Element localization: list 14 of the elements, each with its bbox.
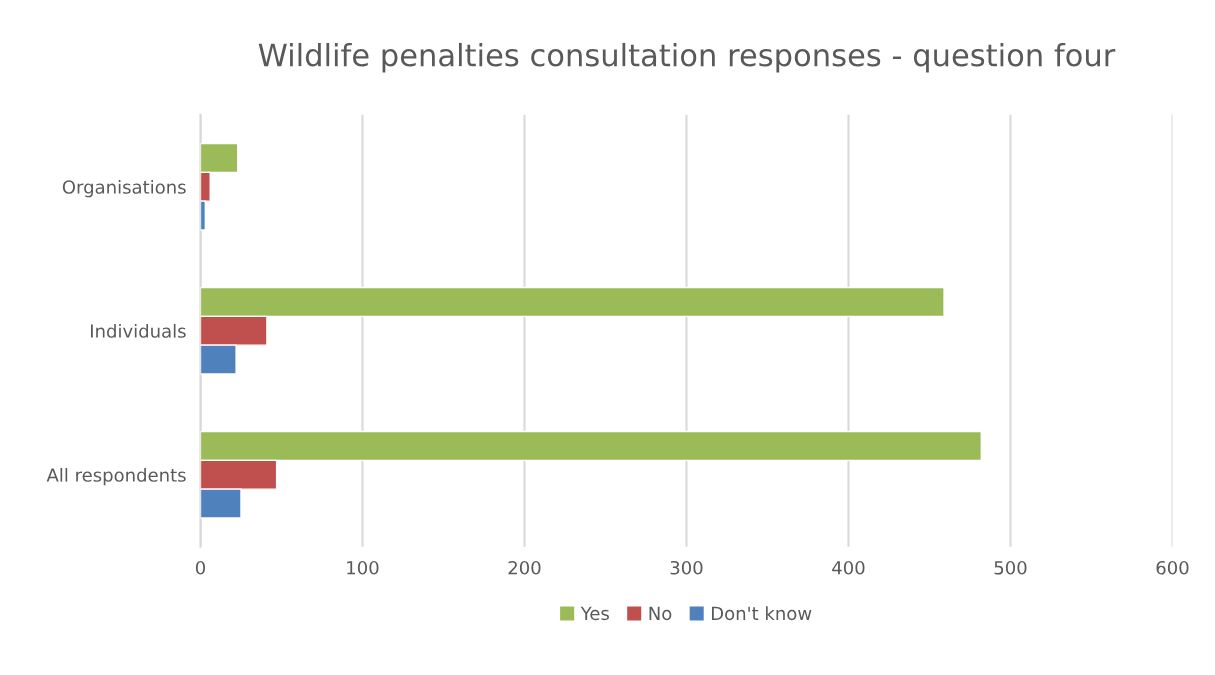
x-tick-label: 500 [994, 560, 1027, 575]
y-tick-label: Individuals [91, 323, 186, 338]
legend-label: No [649, 606, 672, 621]
legend-label: Yes [580, 606, 609, 621]
chart-title: Wildlife penalties consultation responses - question four [258, 42, 1116, 73]
legend-label: Don't know [712, 606, 812, 621]
x-tick-label: 400 [832, 560, 865, 575]
x-tick-label: 0 [195, 560, 206, 575]
x-tick-label: 300 [670, 560, 703, 575]
y-tick-label: All respondents [46, 467, 186, 486]
x-tick-label: 600 [1156, 560, 1189, 575]
x-tick-label: 100 [347, 560, 379, 575]
x-tick-label: 200 [508, 560, 541, 575]
y-tick-label: Organisations [62, 179, 186, 198]
